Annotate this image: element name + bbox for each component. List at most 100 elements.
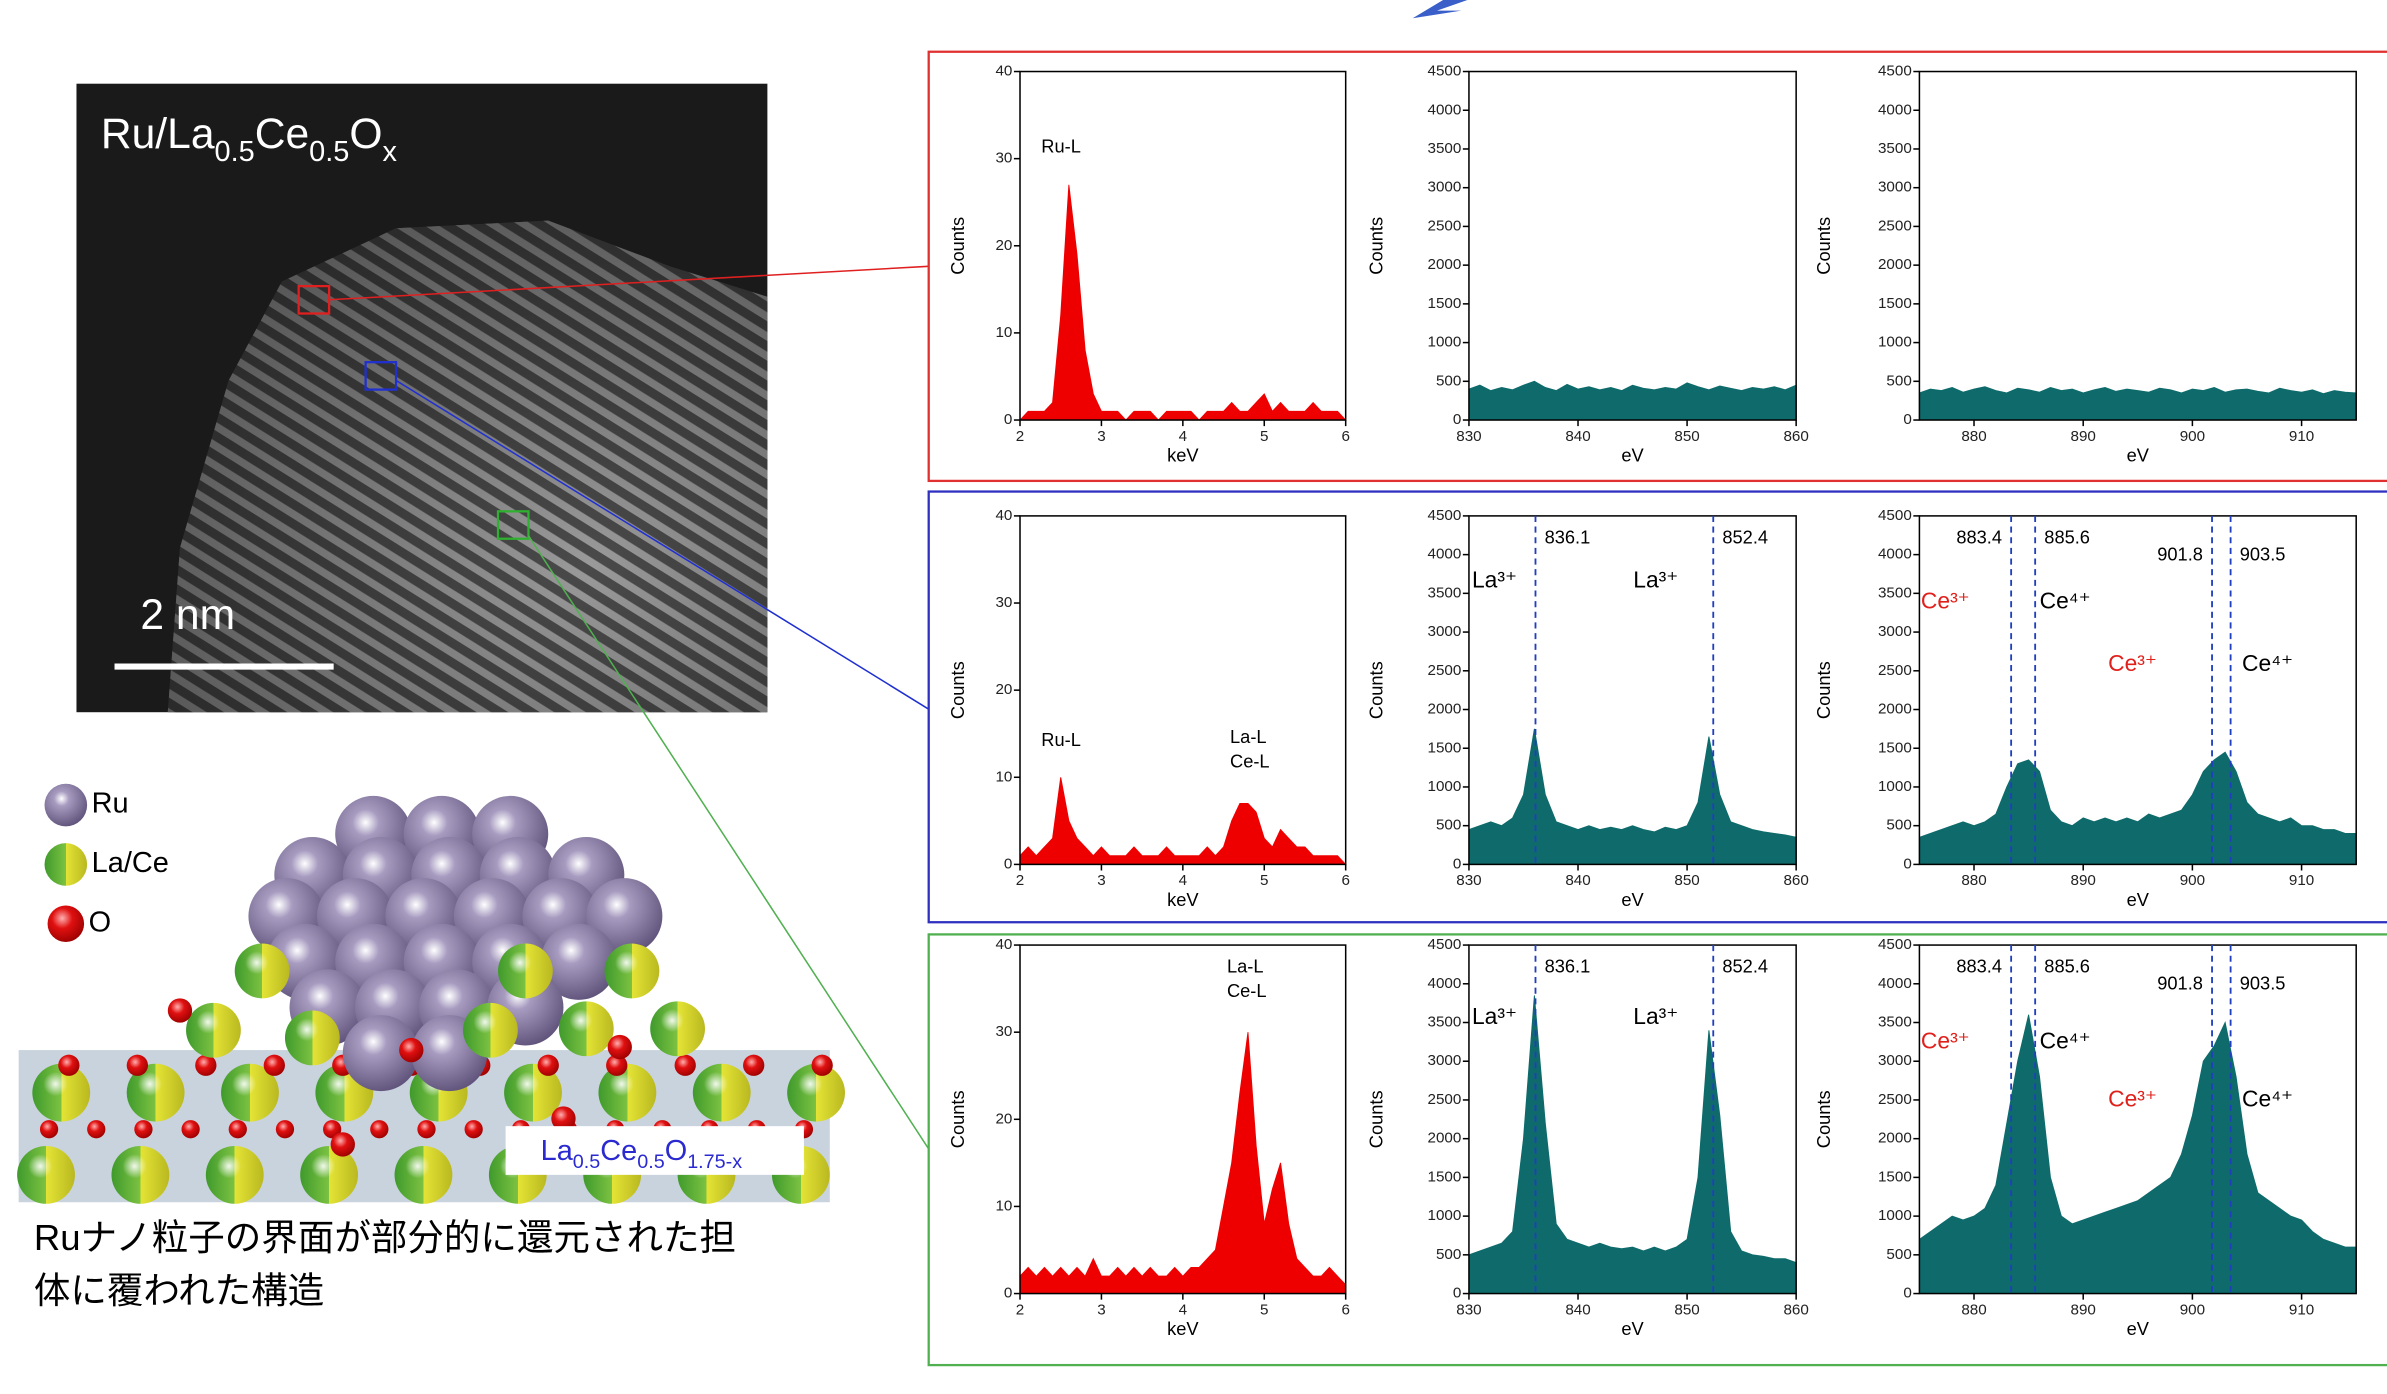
- x-tick-label: 2: [1016, 428, 1024, 445]
- y-tick-label: 3500: [1878, 140, 1912, 157]
- y-axis-label: Counts: [947, 661, 968, 719]
- y-tick-label: 4000: [1878, 975, 1912, 992]
- y-tick-label: 1000: [1878, 1207, 1912, 1224]
- y-tick-label: 2000: [1878, 1130, 1912, 1147]
- x-tick-label: 860: [1783, 428, 1808, 445]
- y-tick-label: 0: [1903, 411, 1911, 428]
- annotation: Ce³⁺: [1921, 588, 1970, 614]
- annotation: La³⁺: [1633, 1003, 1678, 1029]
- y-tick-label: 2000: [1878, 256, 1912, 273]
- y-tick-label: 40: [995, 63, 1012, 80]
- y-tick-label: 0: [1903, 1285, 1911, 1302]
- reference-label: 852.4: [1722, 956, 1768, 977]
- reference-label: 883.4: [1956, 527, 2002, 548]
- annotation: Ce³⁺: [2108, 650, 2157, 676]
- y-tick-label: 0: [1453, 1285, 1461, 1302]
- atom-o: [181, 1120, 199, 1138]
- y-tick-label: 2500: [1878, 1091, 1912, 1108]
- annotation: Ce-L: [1227, 980, 1267, 1001]
- y-tick-label: 0: [1453, 411, 1461, 428]
- y-tick-label: 10: [995, 768, 1012, 785]
- text-part: O: [665, 1135, 687, 1167]
- y-tick-label: 4000: [1878, 546, 1912, 563]
- x-tick-label: 840: [1565, 1301, 1590, 1318]
- atom-highlight: [463, 1003, 518, 1058]
- reference-label: 901.8: [2157, 972, 2203, 993]
- x-tick-label: 840: [1565, 428, 1590, 445]
- y-tick-label: 1000: [1878, 778, 1912, 795]
- y-tick-label: 10: [995, 1197, 1012, 1214]
- y-tick-label: 2500: [1878, 662, 1912, 679]
- annotation: La³⁺: [1472, 566, 1517, 592]
- y-tick-label: 3000: [1428, 179, 1462, 196]
- y-tick-label: 2000: [1428, 701, 1462, 718]
- y-tick-label: 1000: [1878, 334, 1912, 351]
- y-tick-label: 30: [995, 594, 1012, 611]
- x-axis-label: eV: [1621, 444, 1644, 465]
- y-tick-label: 3500: [1428, 584, 1462, 601]
- y-tick-label: 2500: [1428, 1091, 1462, 1108]
- x-tick-label: 860: [1783, 872, 1808, 889]
- x-axis-label: keV: [1167, 444, 1199, 465]
- legend-la-ce: [45, 843, 88, 886]
- x-tick-label: 2: [1016, 872, 1024, 889]
- y-tick-label: 3500: [1428, 140, 1462, 157]
- x-axis-label: keV: [1167, 1318, 1199, 1339]
- y-tick-label: 0: [1903, 855, 1911, 872]
- y-tick-label: 2500: [1878, 217, 1912, 234]
- y-tick-label: 1000: [1428, 778, 1462, 795]
- atom-highlight: [285, 1010, 340, 1065]
- y-tick-label: 40: [995, 936, 1012, 953]
- y-tick-label: 0: [1004, 1285, 1012, 1302]
- y-tick-label: 20: [995, 1110, 1012, 1127]
- x-tick-label: 840: [1565, 872, 1590, 889]
- atom-highlight: [235, 944, 290, 999]
- annotation: Ce³⁺: [2108, 1085, 2157, 1111]
- atom-o: [229, 1120, 247, 1138]
- x-tick-label: 5: [1260, 1301, 1268, 1318]
- atom-o: [87, 1120, 105, 1138]
- annotation: Ce⁴⁺: [2242, 650, 2293, 676]
- y-tick-label: 20: [995, 681, 1012, 698]
- x-axis-label: eV: [1621, 889, 1644, 910]
- text-part: Ce: [600, 1135, 637, 1167]
- y-tick-label: 3000: [1878, 179, 1912, 196]
- atom-highlight: [206, 1146, 264, 1204]
- text-part: O: [349, 110, 382, 158]
- x-tick-label: 910: [2289, 1301, 2314, 1318]
- legend-ru: [45, 784, 88, 827]
- reference-label: 903.5: [2240, 543, 2286, 564]
- reference-label: 901.8: [2157, 543, 2203, 564]
- atom-highlight: [17, 1146, 75, 1204]
- y-axis-label: Counts: [947, 217, 968, 275]
- x-tick-label: 880: [1961, 1301, 1986, 1318]
- y-axis-label: Counts: [947, 1090, 968, 1148]
- x-tick-label: 3: [1097, 428, 1105, 445]
- x-axis-label: eV: [2127, 1318, 2150, 1339]
- x-tick-label: 890: [2071, 872, 2096, 889]
- subscript: 0.5: [215, 136, 255, 168]
- y-tick-label: 3000: [1878, 1052, 1912, 1069]
- y-tick-label: 30: [995, 150, 1012, 167]
- x-tick-label: 5: [1260, 872, 1268, 889]
- y-tick-label: 40: [995, 507, 1012, 524]
- x-tick-label: 890: [2071, 1301, 2096, 1318]
- y-tick-label: 1500: [1428, 739, 1462, 756]
- atom-o: [675, 1055, 696, 1076]
- atom-o: [168, 998, 192, 1022]
- x-tick-label: 6: [1341, 1301, 1349, 1318]
- y-tick-label: 4500: [1428, 936, 1462, 953]
- y-tick-label: 1500: [1878, 295, 1912, 312]
- y-tick-label: 2000: [1428, 1130, 1462, 1147]
- x-axis-label: keV: [1167, 889, 1199, 910]
- text-part: La: [541, 1135, 574, 1167]
- y-tick-label: 4500: [1428, 63, 1462, 80]
- atom-o: [812, 1055, 833, 1076]
- y-tick-label: 1000: [1428, 1207, 1462, 1224]
- atom-o: [465, 1120, 483, 1138]
- atom-o: [127, 1055, 148, 1076]
- x-axis-label: eV: [2127, 889, 2150, 910]
- subscript: 0.5: [573, 1151, 600, 1173]
- x-tick-label: 850: [1674, 872, 1699, 889]
- caption-line: Ruナノ粒子の界面が部分的に還元された担: [34, 1217, 736, 1258]
